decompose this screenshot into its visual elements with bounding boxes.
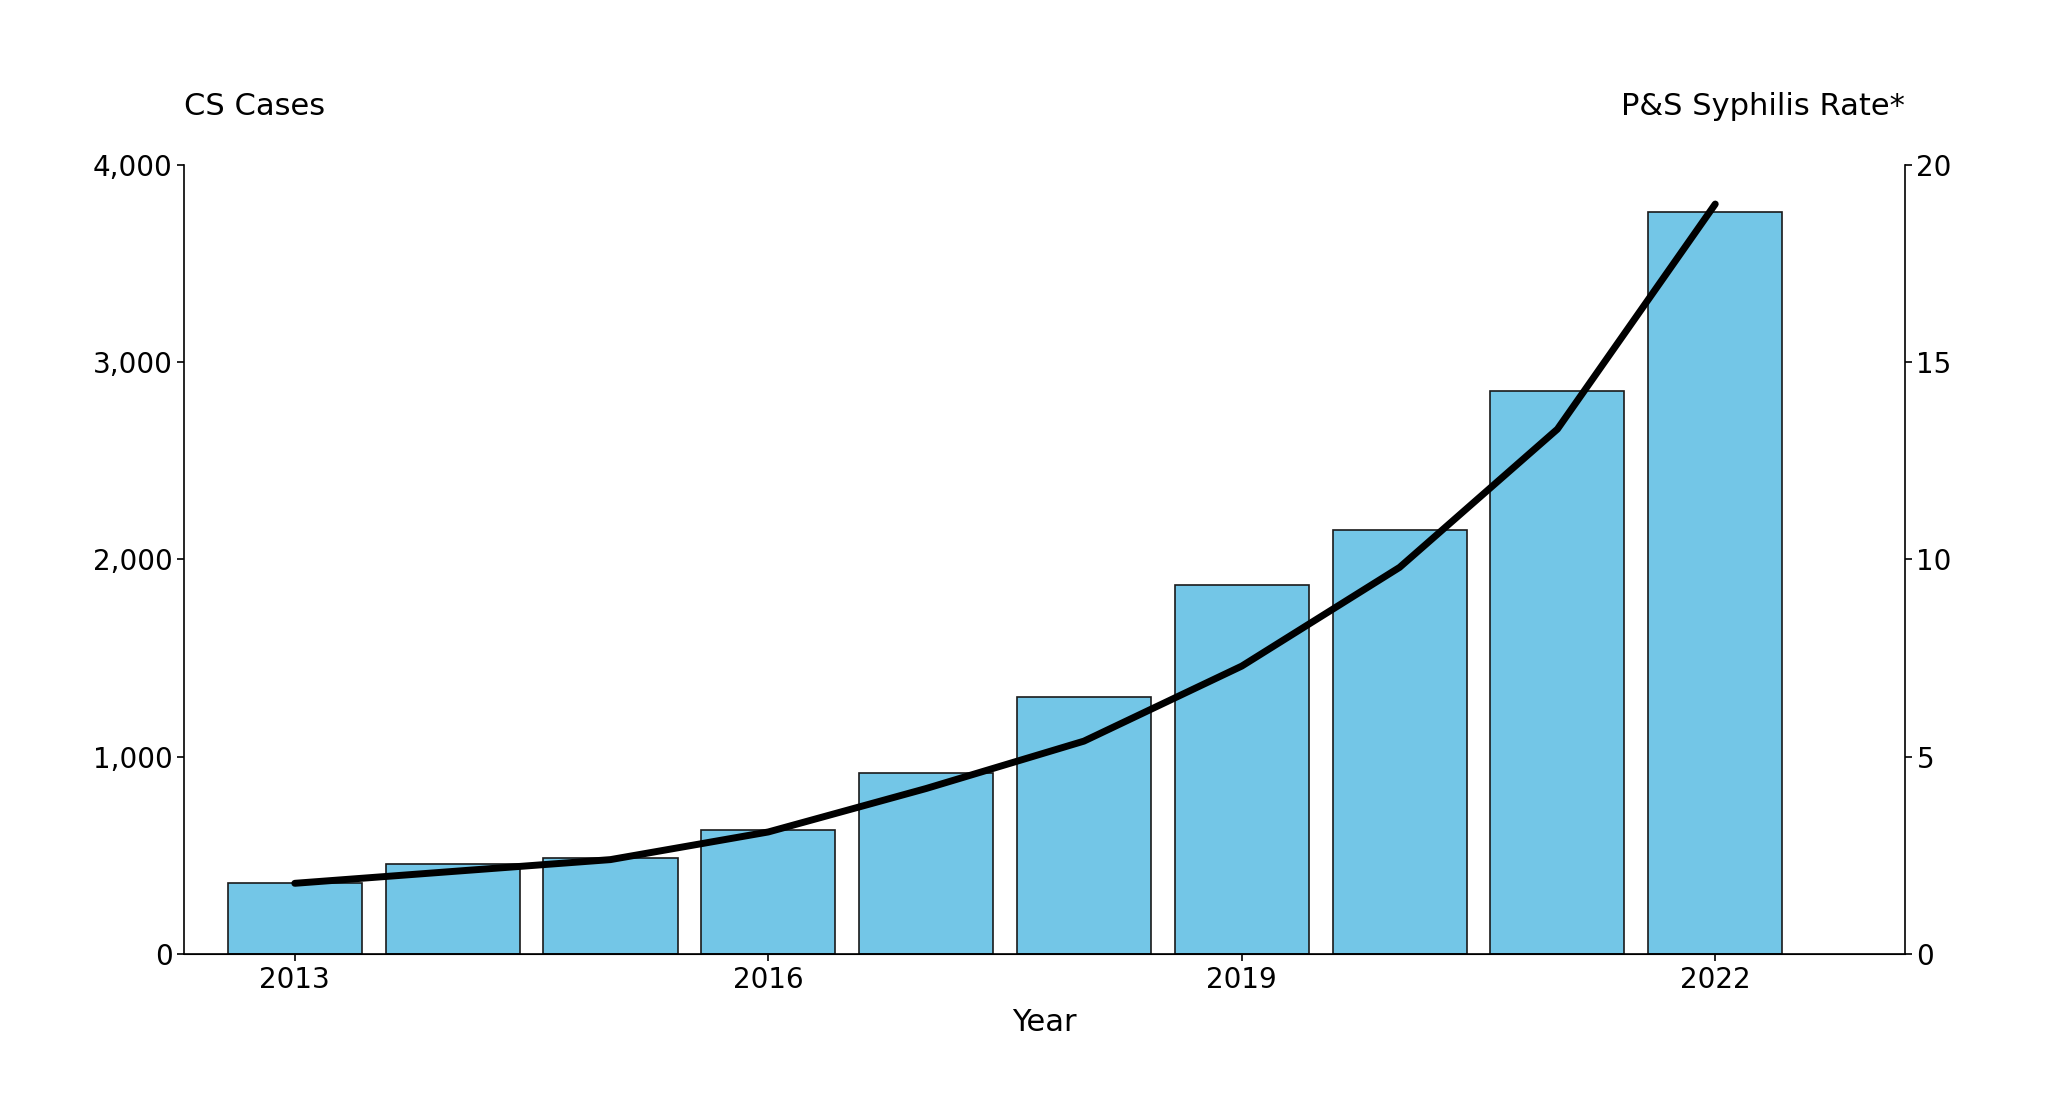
Bar xyxy=(1333,530,1466,954)
Bar xyxy=(858,773,993,954)
Bar xyxy=(385,864,520,954)
X-axis label: Year: Year xyxy=(1012,1008,1077,1037)
Bar xyxy=(700,830,836,954)
Bar xyxy=(1176,585,1309,954)
Bar xyxy=(1649,212,1782,954)
Bar xyxy=(543,858,678,954)
Text: P&S Syphilis Rate*: P&S Syphilis Rate* xyxy=(1620,92,1905,121)
Bar xyxy=(1018,697,1151,954)
Bar xyxy=(1491,391,1624,954)
Text: CS Cases: CS Cases xyxy=(184,92,326,121)
Bar xyxy=(227,883,362,954)
